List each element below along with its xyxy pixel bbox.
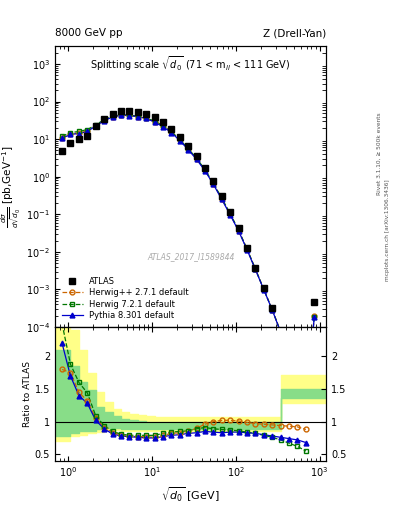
X-axis label: $\sqrt{d_0}$ [GeV]: $\sqrt{d_0}$ [GeV] — [162, 485, 220, 504]
Legend: ATLAS, Herwig++ 2.7.1 default, Herwig 7.2.1 default, Pythia 8.301 default: ATLAS, Herwig++ 2.7.1 default, Herwig 7.… — [59, 274, 191, 323]
Text: Z (Drell-Yan): Z (Drell-Yan) — [263, 28, 326, 38]
Text: Splitting scale $\sqrt{d_0}$ (71 < m$_{ll}$ < 111 GeV): Splitting scale $\sqrt{d_0}$ (71 < m$_{l… — [90, 54, 291, 73]
Y-axis label: Ratio to ATLAS: Ratio to ATLAS — [23, 361, 32, 427]
Text: mcplots.cern.ch [arXiv:1306.3436]: mcplots.cern.ch [arXiv:1306.3436] — [385, 180, 389, 281]
Text: Rivet 3.1.10, ≥ 500k events: Rivet 3.1.10, ≥ 500k events — [377, 112, 382, 195]
Y-axis label: $\frac{d\sigma}{d\sqrt{d_0}}$ [pb,GeV$^{-1}$]: $\frac{d\sigma}{d\sqrt{d_0}}$ [pb,GeV$^{… — [0, 145, 23, 228]
Text: 8000 GeV pp: 8000 GeV pp — [55, 28, 123, 38]
Text: ATLAS_2017_I1589844: ATLAS_2017_I1589844 — [147, 252, 234, 261]
